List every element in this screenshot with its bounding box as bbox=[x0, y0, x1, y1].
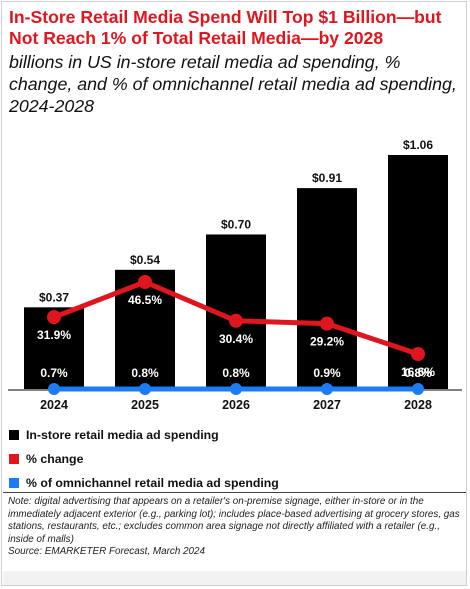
label-pct-change-2026: 30.4% bbox=[219, 332, 253, 346]
label-pct-omnichannel-2028: 0.8% bbox=[404, 366, 432, 380]
point-pct-change-2027 bbox=[320, 316, 334, 331]
label-pct-omnichannel-2024: 0.7% bbox=[40, 366, 68, 380]
chart-legend: In-store retail media ad spending % chan… bbox=[9, 425, 279, 497]
point-pct-omnichannel-2026 bbox=[230, 383, 242, 395]
point-pct-change-2028 bbox=[411, 347, 425, 361]
legend-swatch-pct-change bbox=[9, 453, 19, 464]
footer-divider bbox=[3, 492, 466, 493]
label-pct-change-2027: 29.2% bbox=[310, 335, 344, 349]
point-pct-change-2025 bbox=[138, 275, 152, 289]
chart-footnote: Note: digital advertising that appears o… bbox=[8, 496, 464, 559]
bar-2027 bbox=[297, 188, 357, 389]
label-pct-omnichannel-2026: 0.8% bbox=[222, 366, 250, 380]
label-pct-change-2024: 31.9% bbox=[37, 328, 71, 342]
point-pct-omnichannel-2028 bbox=[412, 383, 424, 395]
point-pct-omnichannel-2025 bbox=[139, 383, 151, 395]
bar-label-2027: $0.91 bbox=[312, 171, 342, 185]
label-pct-omnichannel-2025: 0.8% bbox=[131, 366, 159, 380]
legend-swatch-bars bbox=[9, 429, 19, 440]
label-pct-change-2028: 16.6% bbox=[401, 365, 435, 379]
legend-item-pct-change: % change bbox=[9, 449, 279, 468]
legend-item-pct-omnichannel: % of omnichannel retail media ad spendin… bbox=[9, 473, 279, 492]
point-pct-change-2026 bbox=[229, 313, 243, 328]
chart-subtitle: billions in US in-store retail media ad … bbox=[9, 52, 457, 116]
bar-label-2024: $0.37 bbox=[39, 290, 69, 304]
combo-chart: $0.37 $0.54 $0.70 $0.91 $1.06 0.7% 0.8% 0.8% 0.9… bbox=[8, 138, 462, 412]
label-pct-omnichannel-2027: 0.9% bbox=[313, 366, 341, 380]
legend-label-bars: In-store retail media ad spending bbox=[26, 427, 219, 442]
bar-label-2026: $0.70 bbox=[221, 217, 251, 231]
legend-item-bars: In-store retail media ad spending bbox=[9, 425, 279, 444]
point-pct-omnichannel-2024 bbox=[48, 383, 60, 395]
footer-bar bbox=[3, 571, 466, 585]
bar-label-2028: $1.06 bbox=[403, 138, 433, 152]
x-tick-2027: 2027 bbox=[313, 398, 341, 412]
chart-title: In-Store Retail Media Spend Will Top $1 … bbox=[9, 7, 442, 48]
x-tick-2026: 2026 bbox=[222, 398, 250, 412]
point-pct-change-2024 bbox=[47, 310, 61, 325]
x-tick-2028: 2028 bbox=[404, 398, 432, 412]
x-tick-2025: 2025 bbox=[131, 398, 159, 412]
point-pct-omnichannel-2027 bbox=[321, 383, 333, 395]
legend-swatch-pct-omnichannel bbox=[9, 477, 19, 488]
x-tick-2024: 2024 bbox=[40, 398, 68, 412]
legend-label-pct-change: % change bbox=[26, 451, 84, 466]
bar-label-2025: $0.54 bbox=[130, 253, 160, 267]
note-text: Note: digital advertising that appears o… bbox=[8, 496, 460, 545]
label-pct-change-2025: 46.5% bbox=[128, 293, 162, 307]
legend-label-pct-omnichannel: % of omnichannel retail media ad spendin… bbox=[26, 475, 279, 490]
source-text: Source: EMARKETER Forecast, March 2024 bbox=[8, 546, 206, 557]
